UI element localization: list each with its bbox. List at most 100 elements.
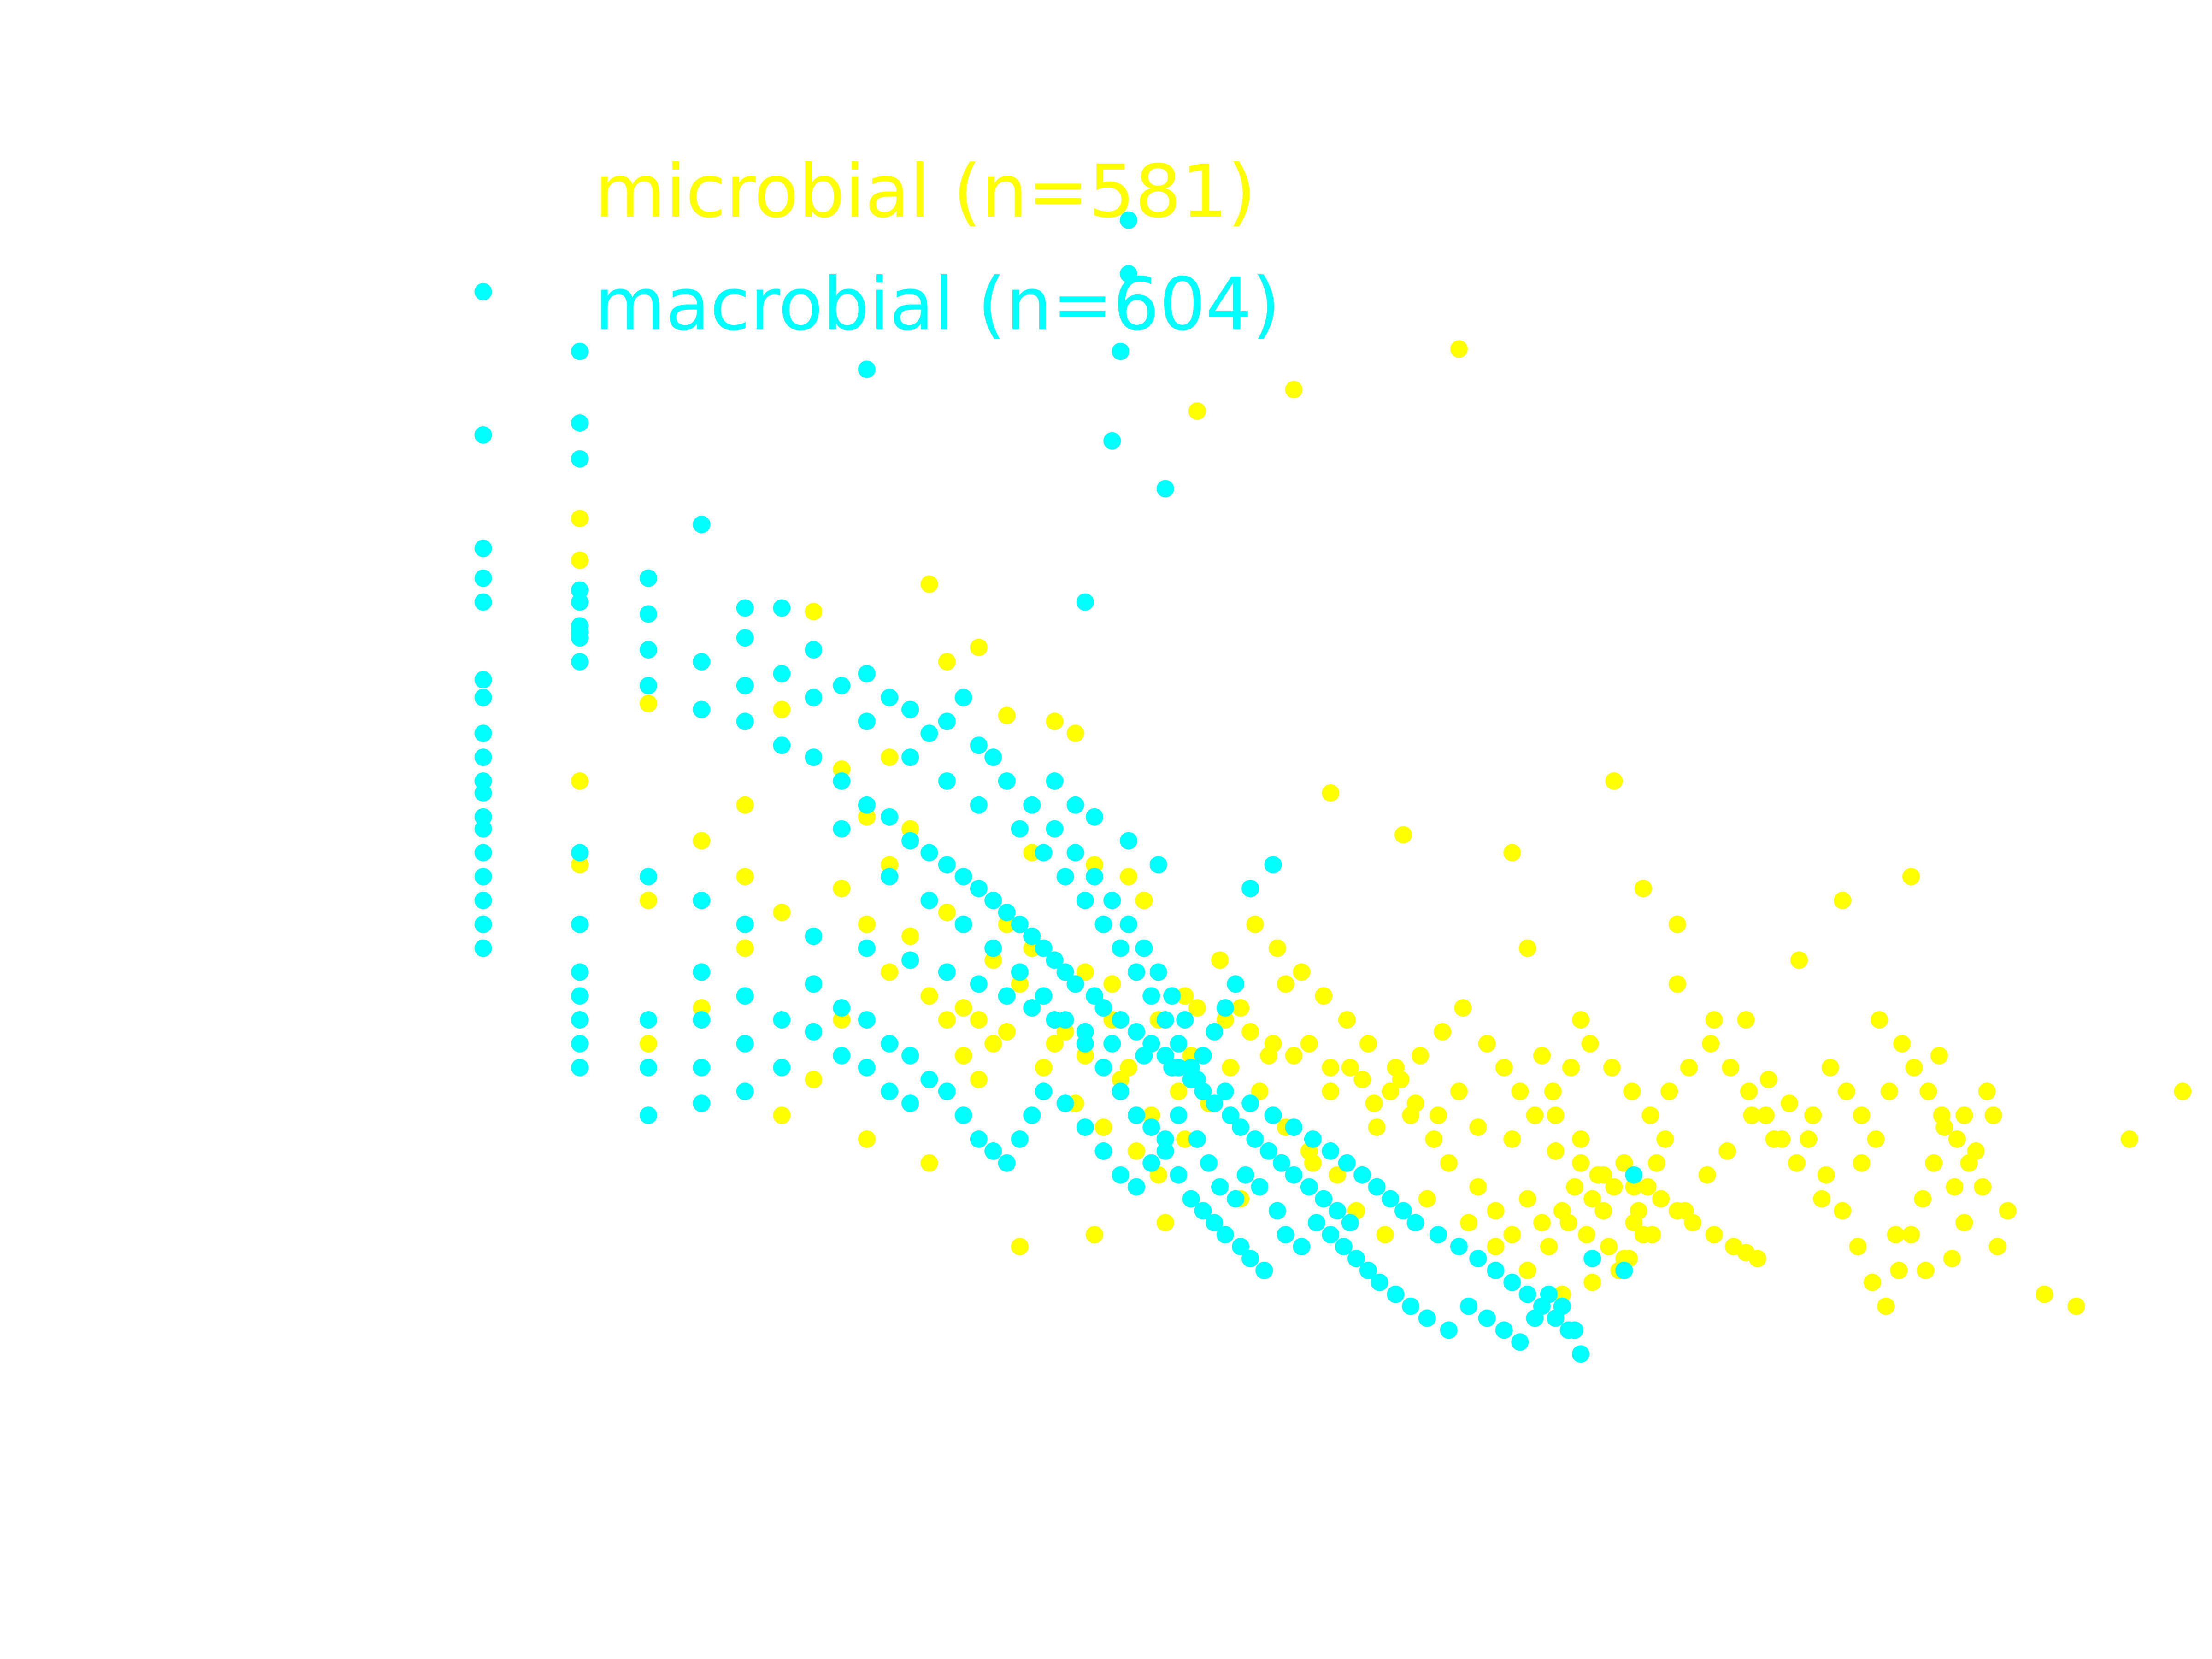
point-series-0-151 [1540, 1238, 1558, 1256]
point-series-1-138 [571, 1059, 589, 1077]
point-series-1-83 [1011, 915, 1029, 933]
point-series-0-235 [1660, 1082, 1678, 1100]
point-series-0-217 [1300, 1035, 1318, 1053]
point-series-1-112 [1066, 844, 1084, 862]
point-series-1-267 [1241, 1250, 1259, 1267]
point-series-1-11 [693, 516, 711, 534]
point-series-0-90 [920, 1154, 938, 1172]
point-series-0-91 [970, 1071, 988, 1088]
point-series-0-139 [2067, 1297, 2085, 1315]
point-series-0-175 [1293, 963, 1311, 981]
point-series-1-188 [1322, 1226, 1340, 1244]
point-series-0-118 [1698, 1166, 1716, 1184]
point-series-1-2 [1119, 265, 1137, 283]
point-series-1-136 [571, 1011, 589, 1029]
point-series-0-237 [1702, 1035, 1719, 1053]
point-series-0-109 [1418, 1190, 1436, 1208]
point-series-1-219 [1011, 820, 1029, 838]
point-series-0-181 [1170, 1082, 1188, 1100]
point-series-0-27 [1076, 963, 1094, 981]
point-series-1-231 [1206, 1023, 1224, 1041]
point-series-0-210 [1119, 1059, 1137, 1077]
point-series-1-198 [1478, 1309, 1496, 1327]
point-series-1-86 [1046, 951, 1064, 969]
point-series-1-226 [1142, 987, 1160, 1005]
point-series-0-35 [1322, 1059, 1340, 1077]
point-series-0-60 [1705, 1011, 1723, 1029]
point-series-0-169 [1425, 1130, 1443, 1148]
point-series-1-142 [693, 963, 711, 981]
point-series-1-141 [639, 1106, 657, 1124]
point-series-0-1 [1285, 381, 1303, 399]
point-series-0-52 [1748, 1250, 1766, 1267]
point-series-1-222 [1076, 892, 1094, 909]
point-series-1-168 [1023, 1106, 1041, 1124]
point-series-1-134 [571, 963, 589, 981]
point-series-1-133 [571, 915, 589, 933]
point-series-1-45 [1216, 1082, 1234, 1100]
point-series-0-168 [1440, 1154, 1458, 1172]
point-series-0-71 [1917, 1261, 1935, 1279]
point-series-1-30 [693, 892, 711, 909]
point-series-0-230 [1562, 1059, 1580, 1077]
point-series-0-41 [1503, 1130, 1521, 1148]
point-series-0-4 [571, 551, 589, 569]
point-series-1-34 [901, 951, 919, 969]
point-series-0-3 [571, 510, 589, 528]
point-series-1-232 [1216, 999, 1234, 1017]
point-series-1-140 [639, 1059, 657, 1077]
point-series-0-53 [1322, 784, 1340, 802]
point-series-1-59 [1469, 1250, 1487, 1267]
point-series-1-229 [1182, 1059, 1200, 1077]
point-series-0-119 [1718, 1142, 1736, 1160]
point-series-1-175 [1142, 1154, 1160, 1172]
point-series-1-107 [1328, 1202, 1346, 1220]
point-series-1-21 [1076, 593, 1094, 611]
point-series-1-143 [693, 1011, 711, 1029]
point-series-1-137 [571, 1035, 589, 1053]
point-series-0-36 [1353, 1071, 1371, 1088]
point-series-1-156 [858, 1059, 876, 1077]
point-series-1-144 [693, 1059, 711, 1077]
point-series-1-20 [571, 653, 589, 671]
point-series-1-122 [970, 796, 988, 814]
point-series-1-97 [1194, 1082, 1212, 1100]
point-series-1-79 [954, 868, 972, 886]
point-series-0-87 [639, 1035, 657, 1053]
point-series-0-164 [1518, 1190, 1536, 1208]
point-series-0-247 [1867, 1130, 1885, 1148]
point-series-0-61 [1790, 951, 1808, 969]
point-series-1-73 [833, 772, 851, 790]
point-series-0-94 [984, 1035, 1002, 1053]
point-series-1-191 [1359, 1261, 1377, 1279]
point-series-0-161 [1565, 1178, 1583, 1196]
point-series-1-117 [1149, 963, 1167, 981]
point-series-0-13 [1066, 724, 1084, 742]
point-series-1-265 [1216, 1226, 1234, 1244]
point-series-1-197 [1459, 1297, 1477, 1315]
point-series-1-181 [1227, 1190, 1245, 1208]
point-series-1-199 [1495, 1321, 1513, 1339]
point-series-0-89 [858, 1130, 876, 1148]
point-series-0-21 [1119, 868, 1137, 886]
point-series-1-195 [1418, 1309, 1436, 1327]
point-series-0-248 [1880, 1082, 1898, 1100]
point-series-0-216 [1277, 975, 1294, 993]
point-series-1-187 [1307, 1214, 1325, 1232]
point-series-0-8 [938, 653, 956, 671]
point-series-1-99 [1222, 1106, 1239, 1124]
point-series-1-91 [1112, 1011, 1130, 1029]
point-series-0-11 [998, 706, 1016, 724]
point-series-0-220 [1365, 1094, 1383, 1112]
point-series-0-97 [1094, 1118, 1112, 1136]
series-0 [571, 340, 2192, 1315]
point-series-1-41 [1103, 1035, 1121, 1053]
point-series-0-160 [1656, 1130, 1674, 1148]
point-series-1-203 [1553, 1297, 1571, 1315]
point-series-0-23 [938, 903, 956, 921]
point-series-1-69 [693, 700, 711, 718]
point-series-0-6 [805, 603, 823, 621]
point-series-0-194 [736, 868, 754, 886]
point-series-1-78 [938, 856, 956, 874]
